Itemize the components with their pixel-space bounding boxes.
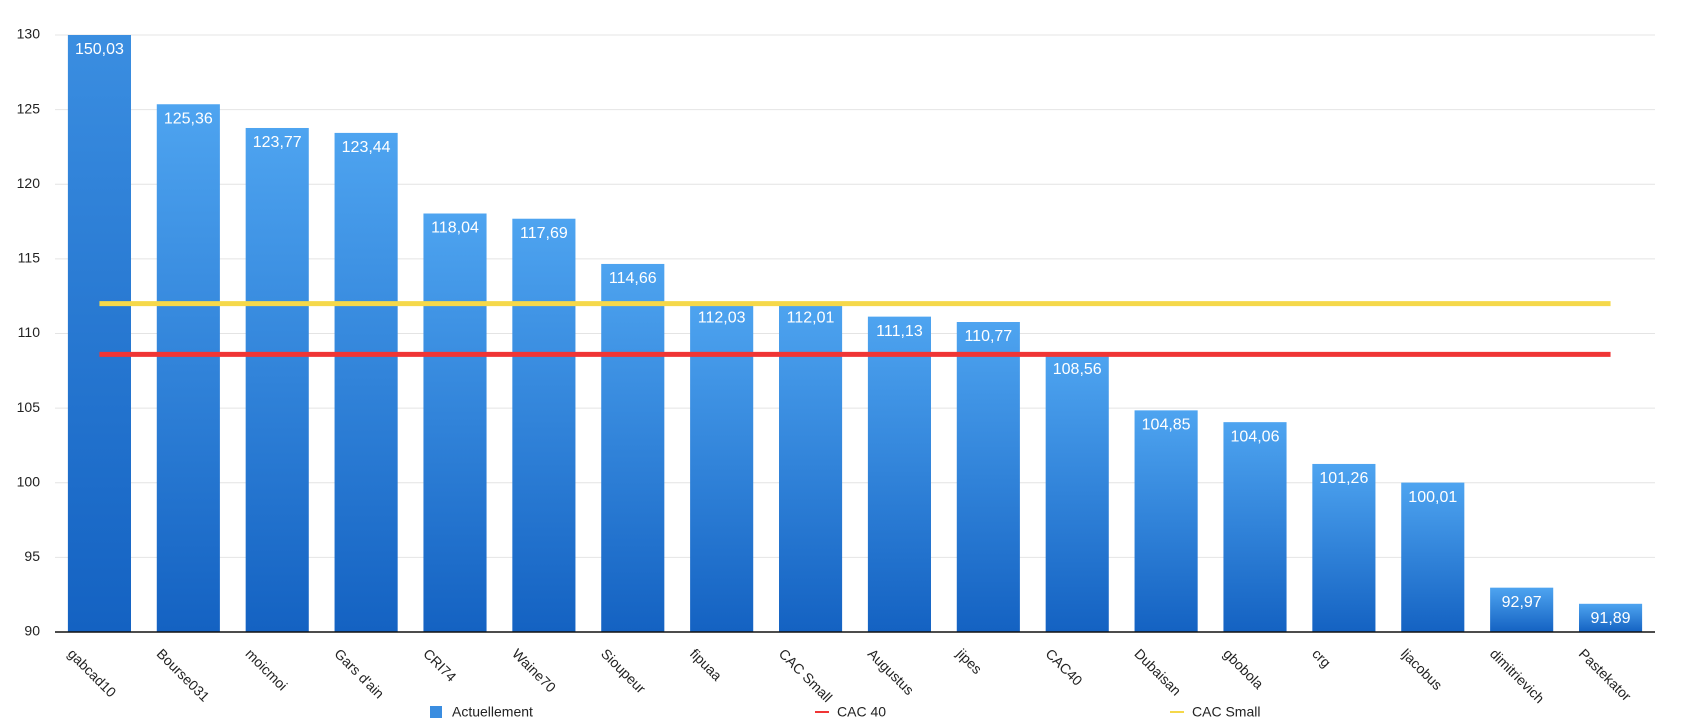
- y-tick-label: 100: [17, 473, 41, 489]
- bar: [1401, 482, 1465, 632]
- value-label: 123,77: [253, 134, 302, 151]
- value-label: 112,01: [787, 310, 835, 327]
- x-tick-label: CAC40: [1042, 645, 1085, 688]
- x-tick-label: Gars d'ain: [331, 645, 387, 701]
- y-tick-label: 110: [18, 324, 41, 340]
- y-tick-label: 125: [17, 100, 41, 116]
- x-tick-label: Waine70: [509, 645, 559, 695]
- x-tick-label: Sioupeur: [598, 645, 649, 696]
- bar: [334, 132, 398, 632]
- x-tick-label: gbobola: [1220, 645, 1267, 692]
- bar: [779, 303, 843, 632]
- value-label: 101,26: [1319, 470, 1368, 487]
- x-tick-label: gabcad10: [65, 645, 120, 700]
- value-label: 104,85: [1142, 417, 1191, 434]
- value-label: 111,13: [876, 323, 923, 340]
- value-label: 108,56: [1053, 361, 1102, 378]
- legend-swatch: [430, 706, 442, 718]
- bar: [1312, 463, 1376, 632]
- value-label: 100,01: [1408, 489, 1457, 506]
- value-label: 112,03: [698, 309, 746, 326]
- value-label: 125,36: [164, 110, 213, 127]
- x-tick-label: Bourse031: [154, 645, 213, 704]
- value-label: 91,89: [1591, 610, 1631, 627]
- x-tick-label: Augustus: [865, 645, 918, 698]
- bar: [1134, 410, 1198, 632]
- y-tick-label: 130: [17, 26, 41, 42]
- y-tick-label: 95: [24, 548, 40, 564]
- bar: [156, 104, 220, 632]
- bar: [1490, 587, 1554, 632]
- legend-label: CAC 40: [837, 704, 886, 720]
- bar: [956, 322, 1020, 632]
- value-label: 92,97: [1502, 594, 1542, 611]
- bar: [245, 127, 309, 632]
- bar: [1579, 603, 1643, 632]
- bar: [690, 303, 754, 632]
- x-tick-label: ljacobus: [1398, 645, 1446, 693]
- x-tick-label: moicmoi: [242, 645, 290, 693]
- x-tick-label: jipes: [953, 645, 985, 677]
- value-label: 114,66: [609, 270, 657, 287]
- x-tick-label: fipuaa: [687, 645, 725, 683]
- bar: [1045, 354, 1109, 632]
- value-label: 104,06: [1231, 428, 1280, 445]
- bar: [867, 316, 931, 632]
- y-tick-label: 120: [17, 175, 41, 191]
- legend-label: Actuellement: [452, 704, 533, 720]
- value-label: 123,44: [342, 139, 391, 156]
- bar: [1223, 422, 1287, 632]
- bar: [512, 218, 576, 632]
- x-tick-label: dimitrievich: [1487, 645, 1548, 706]
- x-tick-label: CRI74: [420, 645, 460, 685]
- bar: [67, 35, 131, 632]
- grid: 90 95 100 105 110 115 120 125 130: [17, 26, 1655, 639]
- y-tick-label: 90: [24, 623, 40, 639]
- value-label: 150,03: [75, 41, 124, 58]
- x-tick-label: Pastekator: [1576, 645, 1635, 704]
- bars: [67, 35, 1643, 632]
- bar: [601, 263, 665, 632]
- x-tick-label: CAC Small: [776, 645, 836, 705]
- x-tick-label: Dubaisan: [1131, 645, 1184, 698]
- y-tick-label: 115: [18, 250, 41, 266]
- bar: [423, 213, 487, 632]
- x-tick-label: crg: [1309, 645, 1334, 670]
- value-label: 110,77: [964, 328, 1012, 345]
- value-label: 117,69: [520, 225, 568, 242]
- y-tick-label: 105: [17, 399, 41, 415]
- value-label: 118,04: [431, 220, 479, 237]
- legend-label: CAC Small: [1192, 704, 1260, 720]
